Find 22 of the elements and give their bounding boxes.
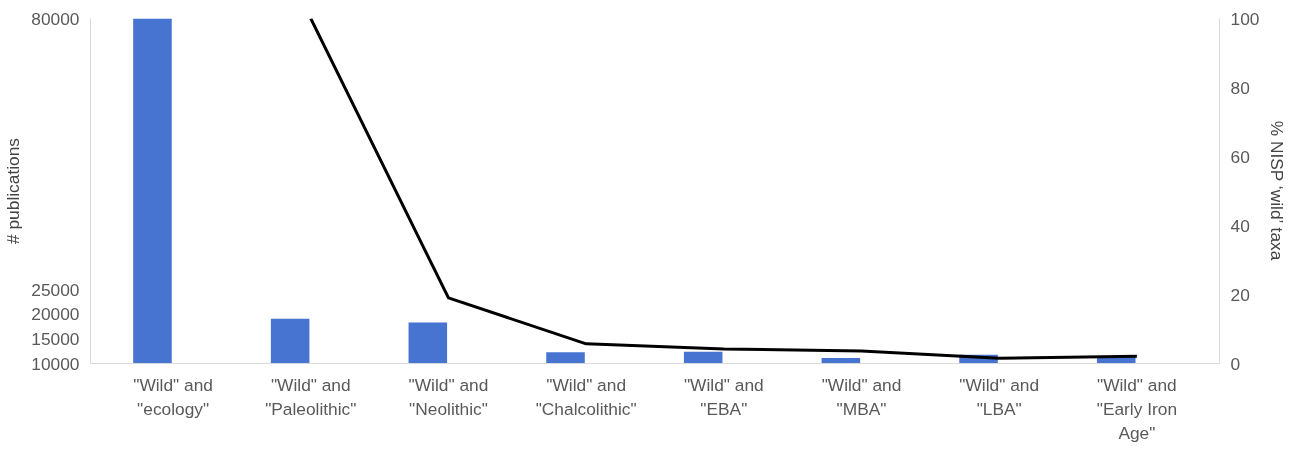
x-tick-label: "Wild" and "Early Iron Age" bbox=[1096, 374, 1178, 443]
y2-tick-label: 20 bbox=[1230, 284, 1250, 305]
x-tick-label: "Wild" and "ecology" bbox=[133, 374, 213, 419]
y-tick-label: 15000 bbox=[31, 328, 80, 349]
line-series bbox=[309, 18, 1139, 360]
x-tick-label: "Wild" and "Chalcolithic" bbox=[535, 374, 637, 419]
y2-tick-label: 100 bbox=[1230, 8, 1260, 29]
x-tick-label: "Wild" and "EBA" bbox=[683, 374, 764, 419]
y-tick-label: 25000 bbox=[31, 279, 80, 300]
x-tick-label: "Wild" and "Paleolithic" bbox=[265, 374, 357, 419]
x-tick-label: "Wild" and "Neolithic" bbox=[408, 374, 489, 419]
y-tick-label: 10000 bbox=[31, 353, 80, 374]
y2-tick-label: 40 bbox=[1230, 215, 1250, 236]
y2-axis-title: % NISP ‘wild’ taxa bbox=[1267, 120, 1288, 261]
y2-tick-label: 60 bbox=[1230, 146, 1250, 167]
y-tick-label: 20000 bbox=[31, 304, 80, 325]
x-tick-label: "Wild" and "LBA" bbox=[959, 374, 1040, 419]
y2-tick-label: 0 bbox=[1230, 353, 1241, 374]
y-axis-title: # publications bbox=[3, 137, 24, 244]
x-tick-label: "Wild" and "MBA" bbox=[821, 374, 902, 419]
y2-tick-label: 80 bbox=[1230, 77, 1250, 98]
y-tick-label: 80000 bbox=[31, 8, 80, 29]
